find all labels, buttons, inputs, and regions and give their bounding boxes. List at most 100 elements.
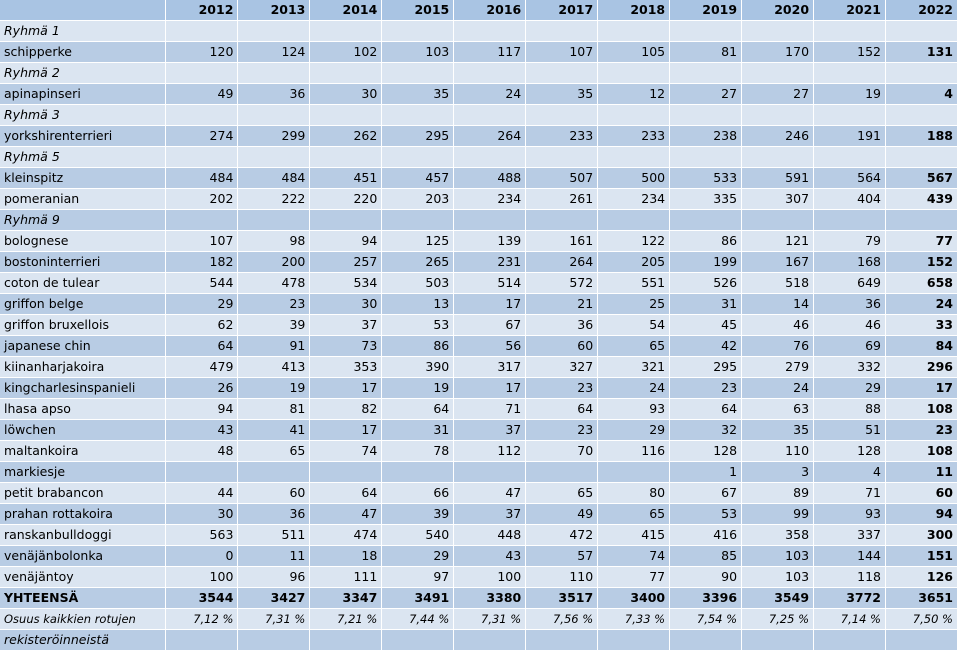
value-cell[interactable]: 35 [525,83,599,105]
year-header-cell[interactable]: 2021 [813,0,886,21]
value-cell[interactable] [669,20,743,42]
value-cell[interactable] [525,104,599,126]
value-cell[interactable]: 567 [885,167,958,189]
value-cell[interactable]: 86 [381,335,455,357]
value-cell[interactable] [165,104,239,126]
value-cell[interactable] [381,62,455,84]
value-cell[interactable]: 64 [381,398,455,420]
row-label-cell[interactable]: markiesje [0,461,167,483]
value-cell[interactable]: 48 [165,440,239,462]
value-cell[interactable]: 29 [381,545,455,567]
value-cell[interactable]: 4 [813,461,886,483]
value-cell[interactable] [309,461,383,483]
value-cell[interactable]: 335 [669,188,743,210]
year-header-cell[interactable]: 2012 [165,0,239,21]
value-cell[interactable]: 152 [813,41,886,63]
value-cell[interactable]: 70 [525,440,599,462]
value-cell[interactable] [237,104,311,126]
value-cell[interactable]: 108 [885,398,958,420]
value-cell[interactable]: 65 [525,482,599,504]
row-label-cell[interactable]: lhasa apso [0,398,167,420]
value-cell[interactable] [165,461,239,483]
value-cell[interactable]: 27 [669,83,743,105]
row-label-cell[interactable]: maltankoira [0,440,167,462]
value-cell[interactable]: 3544 [165,587,239,609]
value-cell[interactable]: 126 [885,566,958,588]
value-cell[interactable] [237,62,311,84]
value-cell[interactable]: 544 [165,272,239,294]
value-cell[interactable]: 23 [525,377,599,399]
value-cell[interactable]: 500 [597,167,671,189]
value-cell[interactable]: 108 [885,440,958,462]
value-cell[interactable]: 307 [741,188,815,210]
value-cell[interactable]: 264 [525,251,599,273]
value-cell[interactable]: 11 [885,461,958,483]
value-cell[interactable]: 199 [669,251,743,273]
value-cell[interactable]: 71 [813,482,886,504]
value-cell[interactable]: 474 [309,524,383,546]
value-cell[interactable] [669,209,743,231]
value-cell[interactable]: 35 [381,83,455,105]
row-label-cell[interactable]: griffon bruxellois [0,314,167,336]
value-cell[interactable]: 7,25 % [741,608,815,630]
value-cell[interactable]: 78 [381,440,455,462]
value-cell[interactable]: 353 [309,356,383,378]
value-cell[interactable]: 7,14 % [813,608,886,630]
value-cell[interactable] [165,146,239,168]
value-cell[interactable]: 12 [597,83,671,105]
value-cell[interactable]: 3 [741,461,815,483]
value-cell[interactable]: 151 [885,545,958,567]
value-cell[interactable]: 518 [741,272,815,294]
value-cell[interactable]: 415 [597,524,671,546]
value-cell[interactable]: 161 [525,230,599,252]
value-cell[interactable]: 478 [237,272,311,294]
value-cell[interactable]: 264 [453,125,527,147]
value-cell[interactable]: 30 [309,83,383,105]
value-cell[interactable]: 300 [885,524,958,546]
year-header-cell[interactable]: 2015 [381,0,455,21]
value-cell[interactable]: 7,54 % [669,608,743,630]
value-cell[interactable]: 3396 [669,587,743,609]
value-cell[interactable] [165,62,239,84]
value-cell[interactable]: 299 [237,125,311,147]
row-label-cell[interactable]: griffon belge [0,293,167,315]
value-cell[interactable]: 439 [885,188,958,210]
value-cell[interactable]: 488 [453,167,527,189]
value-cell[interactable]: 261 [525,188,599,210]
value-cell[interactable]: 41 [237,419,311,441]
value-cell[interactable]: 128 [669,440,743,462]
value-cell[interactable]: 77 [885,230,958,252]
value-cell[interactable]: 124 [237,41,311,63]
row-label-cell[interactable]: ranskanbulldoggi [0,524,167,546]
value-cell[interactable]: 25 [597,293,671,315]
value-cell[interactable]: 19 [813,83,886,105]
row-label-cell[interactable]: rekisteröinneistä [0,629,167,651]
year-header-cell[interactable]: 2014 [309,0,383,21]
value-cell[interactable] [885,209,958,231]
value-cell[interactable]: 19 [237,377,311,399]
value-cell[interactable]: 11 [237,545,311,567]
value-cell[interactable]: 43 [165,419,239,441]
value-cell[interactable]: 53 [381,314,455,336]
value-cell[interactable]: 37 [453,419,527,441]
value-cell[interactable] [237,209,311,231]
value-cell[interactable]: 65 [237,440,311,462]
value-cell[interactable] [669,629,743,651]
value-cell[interactable]: 37 [309,314,383,336]
row-label-cell[interactable]: löwchen [0,419,167,441]
value-cell[interactable]: 24 [453,83,527,105]
value-cell[interactable]: 321 [597,356,671,378]
value-cell[interactable] [813,104,886,126]
value-cell[interactable]: 413 [237,356,311,378]
value-cell[interactable] [669,62,743,84]
value-cell[interactable]: 182 [165,251,239,273]
value-cell[interactable]: 296 [885,356,958,378]
value-cell[interactable]: 188 [885,125,958,147]
value-cell[interactable]: 3651 [885,587,958,609]
value-cell[interactable]: 47 [309,503,383,525]
value-cell[interactable]: 18 [309,545,383,567]
value-cell[interactable]: 358 [741,524,815,546]
value-cell[interactable]: 484 [237,167,311,189]
value-cell[interactable]: 658 [885,272,958,294]
year-header-cell[interactable]: 2022 [885,0,958,21]
